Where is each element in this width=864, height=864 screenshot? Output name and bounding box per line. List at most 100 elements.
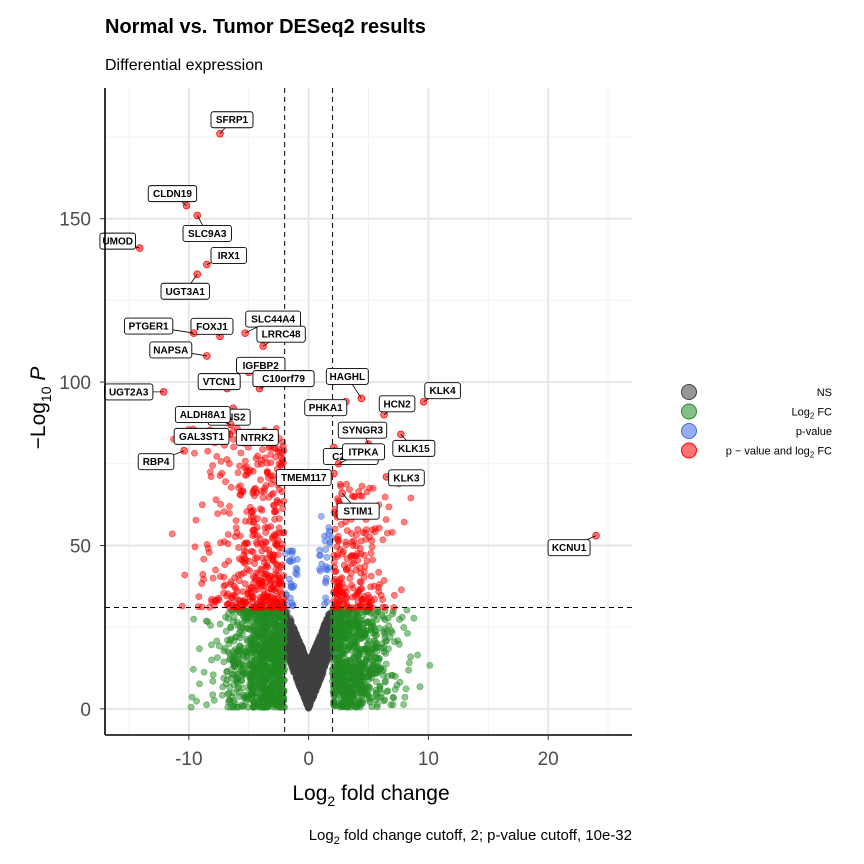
data-point [346, 626, 354, 633]
data-point [288, 550, 296, 558]
data-point [220, 674, 228, 682]
data-point [258, 566, 266, 573]
data-point [240, 662, 247, 670]
data-point [287, 582, 295, 590]
data-point [280, 687, 288, 695]
data-point [296, 656, 304, 663]
data-point [279, 612, 287, 620]
data-point [345, 486, 353, 493]
data-point [250, 579, 258, 587]
data-point [396, 678, 404, 686]
data-point [334, 537, 342, 544]
data-point [389, 693, 397, 701]
data-point [357, 602, 365, 610]
data-point [381, 493, 389, 501]
data-point [382, 650, 390, 657]
data-point [348, 671, 356, 678]
data-point [322, 579, 330, 587]
data-point [375, 663, 383, 671]
data-point [365, 694, 373, 702]
data-point [240, 547, 248, 555]
data-point [265, 493, 273, 501]
data-point [209, 671, 217, 679]
data-point [322, 660, 330, 668]
data-point [203, 701, 210, 709]
data-point [382, 516, 390, 523]
data-point [366, 637, 373, 645]
data-point [198, 501, 206, 509]
data-point [236, 462, 243, 470]
data-point [349, 584, 357, 592]
data-point [380, 628, 388, 635]
data-point [303, 673, 311, 681]
data-point [405, 659, 413, 667]
data-point [200, 555, 208, 563]
data-point [402, 685, 410, 693]
data-point [247, 671, 255, 679]
data-point [353, 644, 361, 652]
data-point [288, 659, 296, 667]
data-point [217, 500, 224, 508]
data-point [395, 640, 403, 648]
data-point [354, 622, 362, 630]
data-point [386, 633, 394, 641]
data-point [217, 539, 224, 547]
data-point [361, 632, 368, 640]
data-point [337, 521, 345, 528]
data-point [259, 494, 267, 502]
data-point [285, 557, 293, 565]
data-point [223, 456, 231, 463]
data-point [181, 571, 189, 579]
data-point [227, 483, 235, 491]
data-point [372, 611, 380, 618]
data-point [263, 688, 271, 695]
data-point [238, 701, 246, 709]
data-point [323, 553, 331, 561]
data-point [248, 547, 255, 555]
data-point [187, 703, 195, 711]
data-point [300, 687, 308, 694]
data-point [227, 674, 235, 682]
data-point [272, 541, 280, 549]
data-point [407, 494, 415, 502]
data-point [235, 683, 242, 691]
data-point [229, 703, 237, 711]
data-point [316, 637, 324, 645]
data-point [250, 703, 257, 711]
data-point [385, 503, 393, 511]
chart-subtitle: Differential expression [105, 57, 263, 74]
data-point [243, 565, 251, 573]
data-point [233, 675, 241, 683]
data-point [200, 668, 208, 676]
data-point [275, 694, 283, 702]
data-point [276, 703, 284, 711]
data-point [275, 567, 282, 574]
data-point [381, 696, 389, 704]
data-point [401, 693, 409, 701]
data-point [265, 695, 273, 702]
data-point [250, 603, 258, 611]
data-point [210, 697, 218, 704]
data-point [218, 469, 226, 477]
data-point [275, 628, 283, 636]
data-point [266, 599, 274, 607]
data-point [343, 527, 351, 534]
data-point [270, 586, 278, 594]
data-point [293, 571, 301, 579]
data-point [248, 636, 256, 643]
data-point [276, 588, 284, 596]
data-point [339, 548, 347, 555]
data-point [405, 666, 412, 674]
data-point [211, 597, 219, 605]
data-point [407, 653, 414, 661]
data-point [355, 610, 363, 617]
data-point [352, 531, 360, 539]
data-point [234, 469, 242, 477]
data-points [168, 424, 434, 712]
data-point [355, 696, 363, 704]
data-point [263, 561, 271, 569]
data-point [208, 641, 215, 649]
data-point [373, 654, 381, 662]
data-point [379, 536, 387, 544]
